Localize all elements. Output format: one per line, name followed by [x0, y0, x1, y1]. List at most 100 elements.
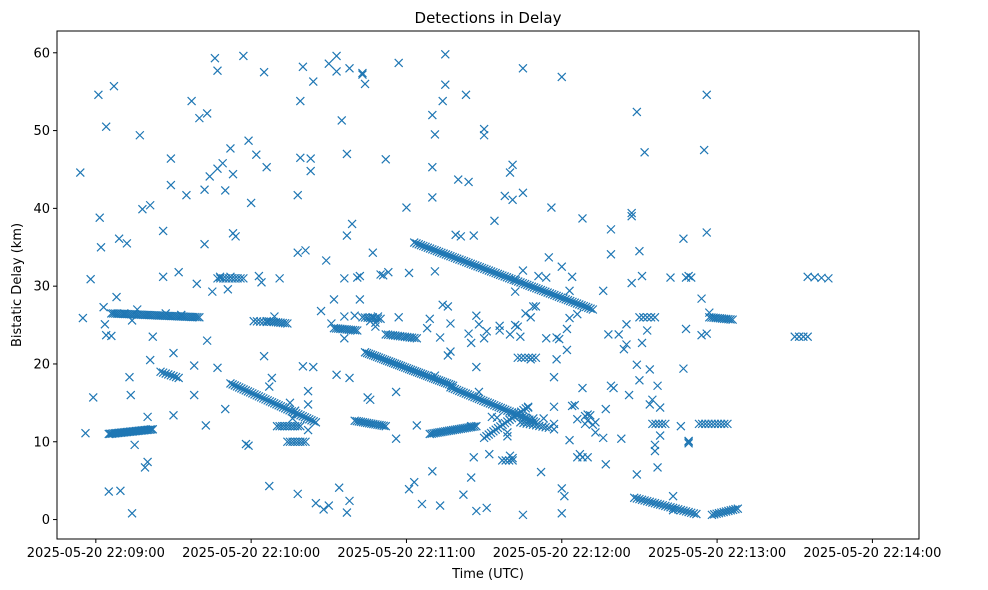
data-point — [549, 402, 559, 412]
data-point — [640, 496, 650, 505]
data-point — [684, 438, 694, 448]
data-point — [264, 382, 274, 391]
data-point — [319, 505, 329, 514]
data-point — [306, 166, 316, 176]
data-point — [790, 332, 800, 342]
data-point — [568, 297, 577, 307]
data-point — [205, 172, 215, 181]
data-point — [210, 53, 220, 63]
data-point — [554, 292, 564, 302]
data-point — [699, 145, 709, 155]
data-point — [213, 363, 222, 373]
data-point — [635, 375, 644, 385]
data-point — [302, 413, 312, 423]
data-point — [557, 484, 567, 493]
data-point — [446, 347, 455, 356]
data-point — [342, 508, 352, 517]
data-point — [803, 272, 813, 282]
data-point — [458, 490, 468, 500]
data-point — [578, 214, 587, 223]
data-point — [148, 424, 158, 434]
data-point — [495, 270, 505, 280]
data-point — [130, 440, 140, 450]
data-point — [536, 285, 546, 295]
data-point — [497, 456, 507, 465]
data-point — [156, 367, 165, 377]
data-point — [244, 441, 253, 451]
data-point — [443, 250, 453, 260]
data-point — [474, 319, 484, 329]
data-point — [404, 268, 414, 278]
data-point — [412, 239, 421, 248]
data-point — [414, 239, 424, 249]
x-tick-label: 2025-05-20 22:13:00 — [648, 546, 786, 561]
data-point — [169, 348, 178, 358]
data-point — [86, 274, 96, 284]
data-point — [522, 280, 532, 290]
data-point — [531, 353, 541, 363]
data-point — [355, 271, 365, 281]
data-point — [243, 386, 253, 396]
data-point — [538, 286, 548, 296]
data-point — [598, 286, 608, 296]
data-point — [383, 267, 393, 277]
data-point — [528, 301, 538, 311]
data-point — [671, 504, 681, 514]
data-point — [518, 266, 528, 276]
data-point — [337, 116, 347, 125]
data-point — [246, 198, 256, 208]
data-point — [182, 190, 191, 200]
data-point — [345, 373, 354, 383]
data-point — [453, 175, 463, 185]
data-point — [438, 300, 448, 310]
data-point — [166, 180, 176, 190]
data-point — [293, 421, 303, 431]
data-point — [158, 272, 168, 282]
data-point — [650, 446, 660, 456]
data-point — [192, 279, 202, 289]
data-point — [591, 417, 600, 427]
y-axis-label: Bistatic Delay (km) — [10, 223, 25, 347]
data-point — [728, 315, 738, 325]
data-point — [635, 312, 644, 322]
data-point — [563, 295, 573, 305]
data-point — [510, 320, 520, 330]
data-point — [482, 265, 491, 275]
data-point — [298, 62, 308, 72]
data-point — [285, 398, 295, 408]
data-point — [520, 279, 530, 289]
data-point — [309, 416, 319, 426]
chart-title: Detections in Delay — [415, 9, 562, 27]
data-point — [668, 491, 678, 501]
data-point — [456, 231, 466, 241]
y-tick-label: 40 — [33, 202, 50, 217]
data-point — [275, 273, 285, 283]
data-point — [653, 499, 662, 509]
data-point — [259, 317, 268, 327]
data-point — [632, 494, 642, 503]
data-point — [508, 456, 518, 465]
data-point — [495, 326, 505, 335]
data-point — [543, 288, 553, 297]
data-point — [502, 431, 512, 441]
data-point — [189, 361, 199, 370]
data-point — [241, 385, 251, 395]
data-point — [326, 319, 336, 328]
data-point — [432, 246, 442, 256]
data-point — [474, 387, 484, 397]
data-point — [702, 90, 712, 100]
data-point — [565, 313, 574, 323]
data-point — [570, 400, 580, 410]
data-point — [798, 332, 808, 342]
data-point — [525, 281, 534, 291]
x-tick-label: 2025-05-20 22:11:00 — [337, 546, 475, 561]
data-point — [207, 287, 217, 297]
data-point — [572, 414, 582, 424]
data-point — [430, 130, 440, 139]
data-point — [541, 422, 551, 432]
data-point — [492, 413, 502, 423]
data-point — [254, 391, 264, 401]
data-point — [585, 410, 595, 420]
data-point — [93, 90, 103, 100]
data-point — [220, 186, 230, 195]
